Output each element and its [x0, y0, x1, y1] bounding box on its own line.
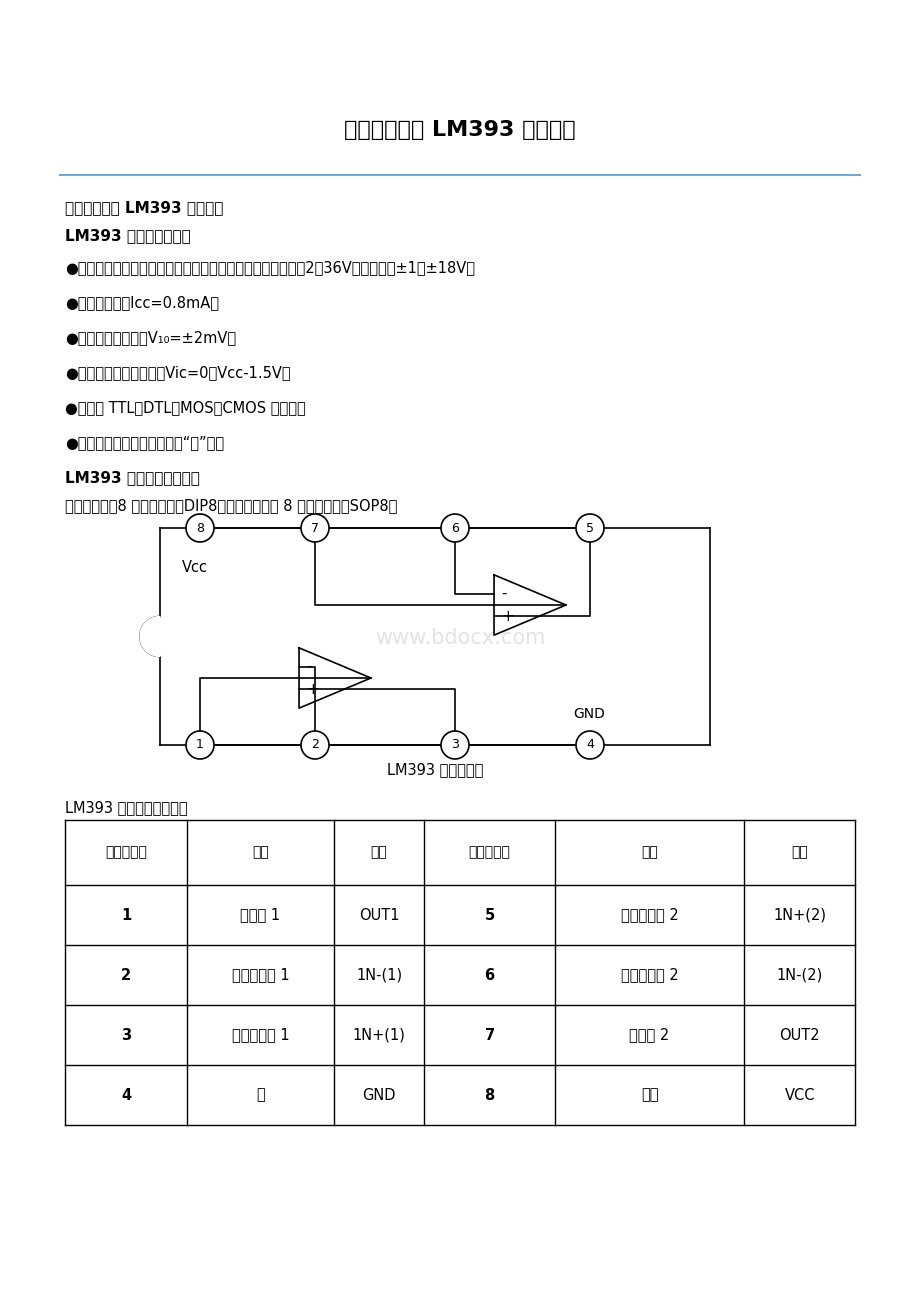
- Text: 6: 6: [484, 967, 494, 983]
- Text: 3: 3: [121, 1027, 131, 1043]
- Text: -: -: [501, 586, 506, 602]
- Text: LM393 内部结构图: LM393 内部结构图: [386, 762, 482, 777]
- Polygon shape: [140, 617, 160, 656]
- Text: 符号: 符号: [370, 845, 387, 859]
- Text: LM393 引脚图及内部框图: LM393 引脚图及内部框图: [65, 470, 199, 486]
- Text: ●消耗电流小，Icc=0.8mA；: ●消耗电流小，Icc=0.8mA；: [65, 296, 219, 310]
- Text: 符号: 符号: [790, 845, 807, 859]
- Text: 1: 1: [196, 738, 204, 751]
- Text: LM393 引脚功能排列表：: LM393 引脚功能排列表：: [65, 799, 187, 815]
- Circle shape: [186, 514, 214, 542]
- Text: 1N-(1): 1N-(1): [356, 967, 402, 983]
- Text: 反向输入端 2: 反向输入端 2: [620, 967, 677, 983]
- Text: 引出端序号: 引出端序号: [105, 845, 147, 859]
- Text: 正向输入端 2: 正向输入端 2: [620, 907, 677, 923]
- Text: 输出端 1: 输出端 1: [240, 907, 280, 923]
- Text: 地: 地: [255, 1087, 265, 1103]
- Text: ●输出可以用开路集电极连接“或”门；: ●输出可以用开路集电极连接“或”门；: [65, 435, 224, 450]
- Text: 3: 3: [450, 738, 459, 751]
- Text: 功能: 功能: [641, 845, 657, 859]
- Text: 1N-(2): 1N-(2): [776, 967, 822, 983]
- Text: 1N+(2): 1N+(2): [772, 907, 825, 923]
- Text: 7: 7: [484, 1027, 494, 1043]
- Text: www.bdocx.com: www.bdocx.com: [374, 628, 545, 648]
- Text: OUT2: OUT2: [778, 1027, 819, 1043]
- Text: 双电压比较器 LM393 中文资料: 双电压比较器 LM393 中文资料: [344, 120, 575, 141]
- Text: ●共模输入电压范围宽，Vic=0～Vcc-1.5V；: ●共模输入电压范围宽，Vic=0～Vcc-1.5V；: [65, 365, 290, 380]
- Text: 功能: 功能: [252, 845, 268, 859]
- Text: 电源: 电源: [641, 1087, 658, 1103]
- Text: 2: 2: [121, 967, 131, 983]
- Text: 反向输入端 1: 反向输入端 1: [232, 967, 289, 983]
- Text: 1N+(1): 1N+(1): [352, 1027, 405, 1043]
- Text: ●输入失调电压小，V₁₀=±2mV；: ●输入失调电压小，V₁₀=±2mV；: [65, 329, 236, 345]
- Text: GND: GND: [362, 1087, 395, 1103]
- Circle shape: [440, 730, 469, 759]
- Text: -: -: [306, 659, 312, 674]
- Circle shape: [301, 514, 329, 542]
- Circle shape: [575, 514, 604, 542]
- Text: ●输出与 TTL，DTL，MOS，CMOS 等兼容；: ●输出与 TTL，DTL，MOS，CMOS 等兼容；: [65, 400, 305, 415]
- Text: LM393 主要特点如下：: LM393 主要特点如下：: [65, 228, 190, 243]
- Circle shape: [440, 514, 469, 542]
- Text: 采用双列直排8 脚塑料封装（DIP8）和微形的双列 8 脚塑料封装（SOP8）: 采用双列直排8 脚塑料封装（DIP8）和微形的双列 8 脚塑料封装（SOP8）: [65, 497, 397, 513]
- Text: 1: 1: [121, 907, 131, 923]
- Text: 6: 6: [450, 522, 459, 535]
- Text: 2: 2: [311, 738, 319, 751]
- Text: 正向输入端 1: 正向输入端 1: [232, 1027, 289, 1043]
- Text: 双电压比较器 LM393 中文资料: 双电压比较器 LM393 中文资料: [65, 201, 223, 215]
- Text: 4: 4: [121, 1087, 131, 1103]
- Text: ●工作电源电压范围宽，单电源、双电源均可工作，单电源：2～36V，双电源：±1～±18V；: ●工作电源电压范围宽，单电源、双电源均可工作，单电源：2～36V，双电源：±1～…: [65, 260, 474, 275]
- Text: Vcc: Vcc: [182, 560, 208, 575]
- Text: VCC: VCC: [784, 1087, 814, 1103]
- Text: 引出端序号: 引出端序号: [468, 845, 510, 859]
- Text: GND: GND: [573, 707, 604, 721]
- Circle shape: [575, 730, 604, 759]
- Text: 8: 8: [196, 522, 204, 535]
- Text: +: +: [501, 609, 513, 624]
- Circle shape: [186, 730, 214, 759]
- Text: 7: 7: [311, 522, 319, 535]
- Text: 输出端 2: 输出端 2: [629, 1027, 669, 1043]
- Text: 8: 8: [484, 1087, 494, 1103]
- Text: +: +: [306, 682, 319, 697]
- Circle shape: [301, 730, 329, 759]
- Text: 5: 5: [585, 522, 594, 535]
- Text: OUT1: OUT1: [358, 907, 399, 923]
- Text: 4: 4: [585, 738, 594, 751]
- Text: 5: 5: [484, 907, 494, 923]
